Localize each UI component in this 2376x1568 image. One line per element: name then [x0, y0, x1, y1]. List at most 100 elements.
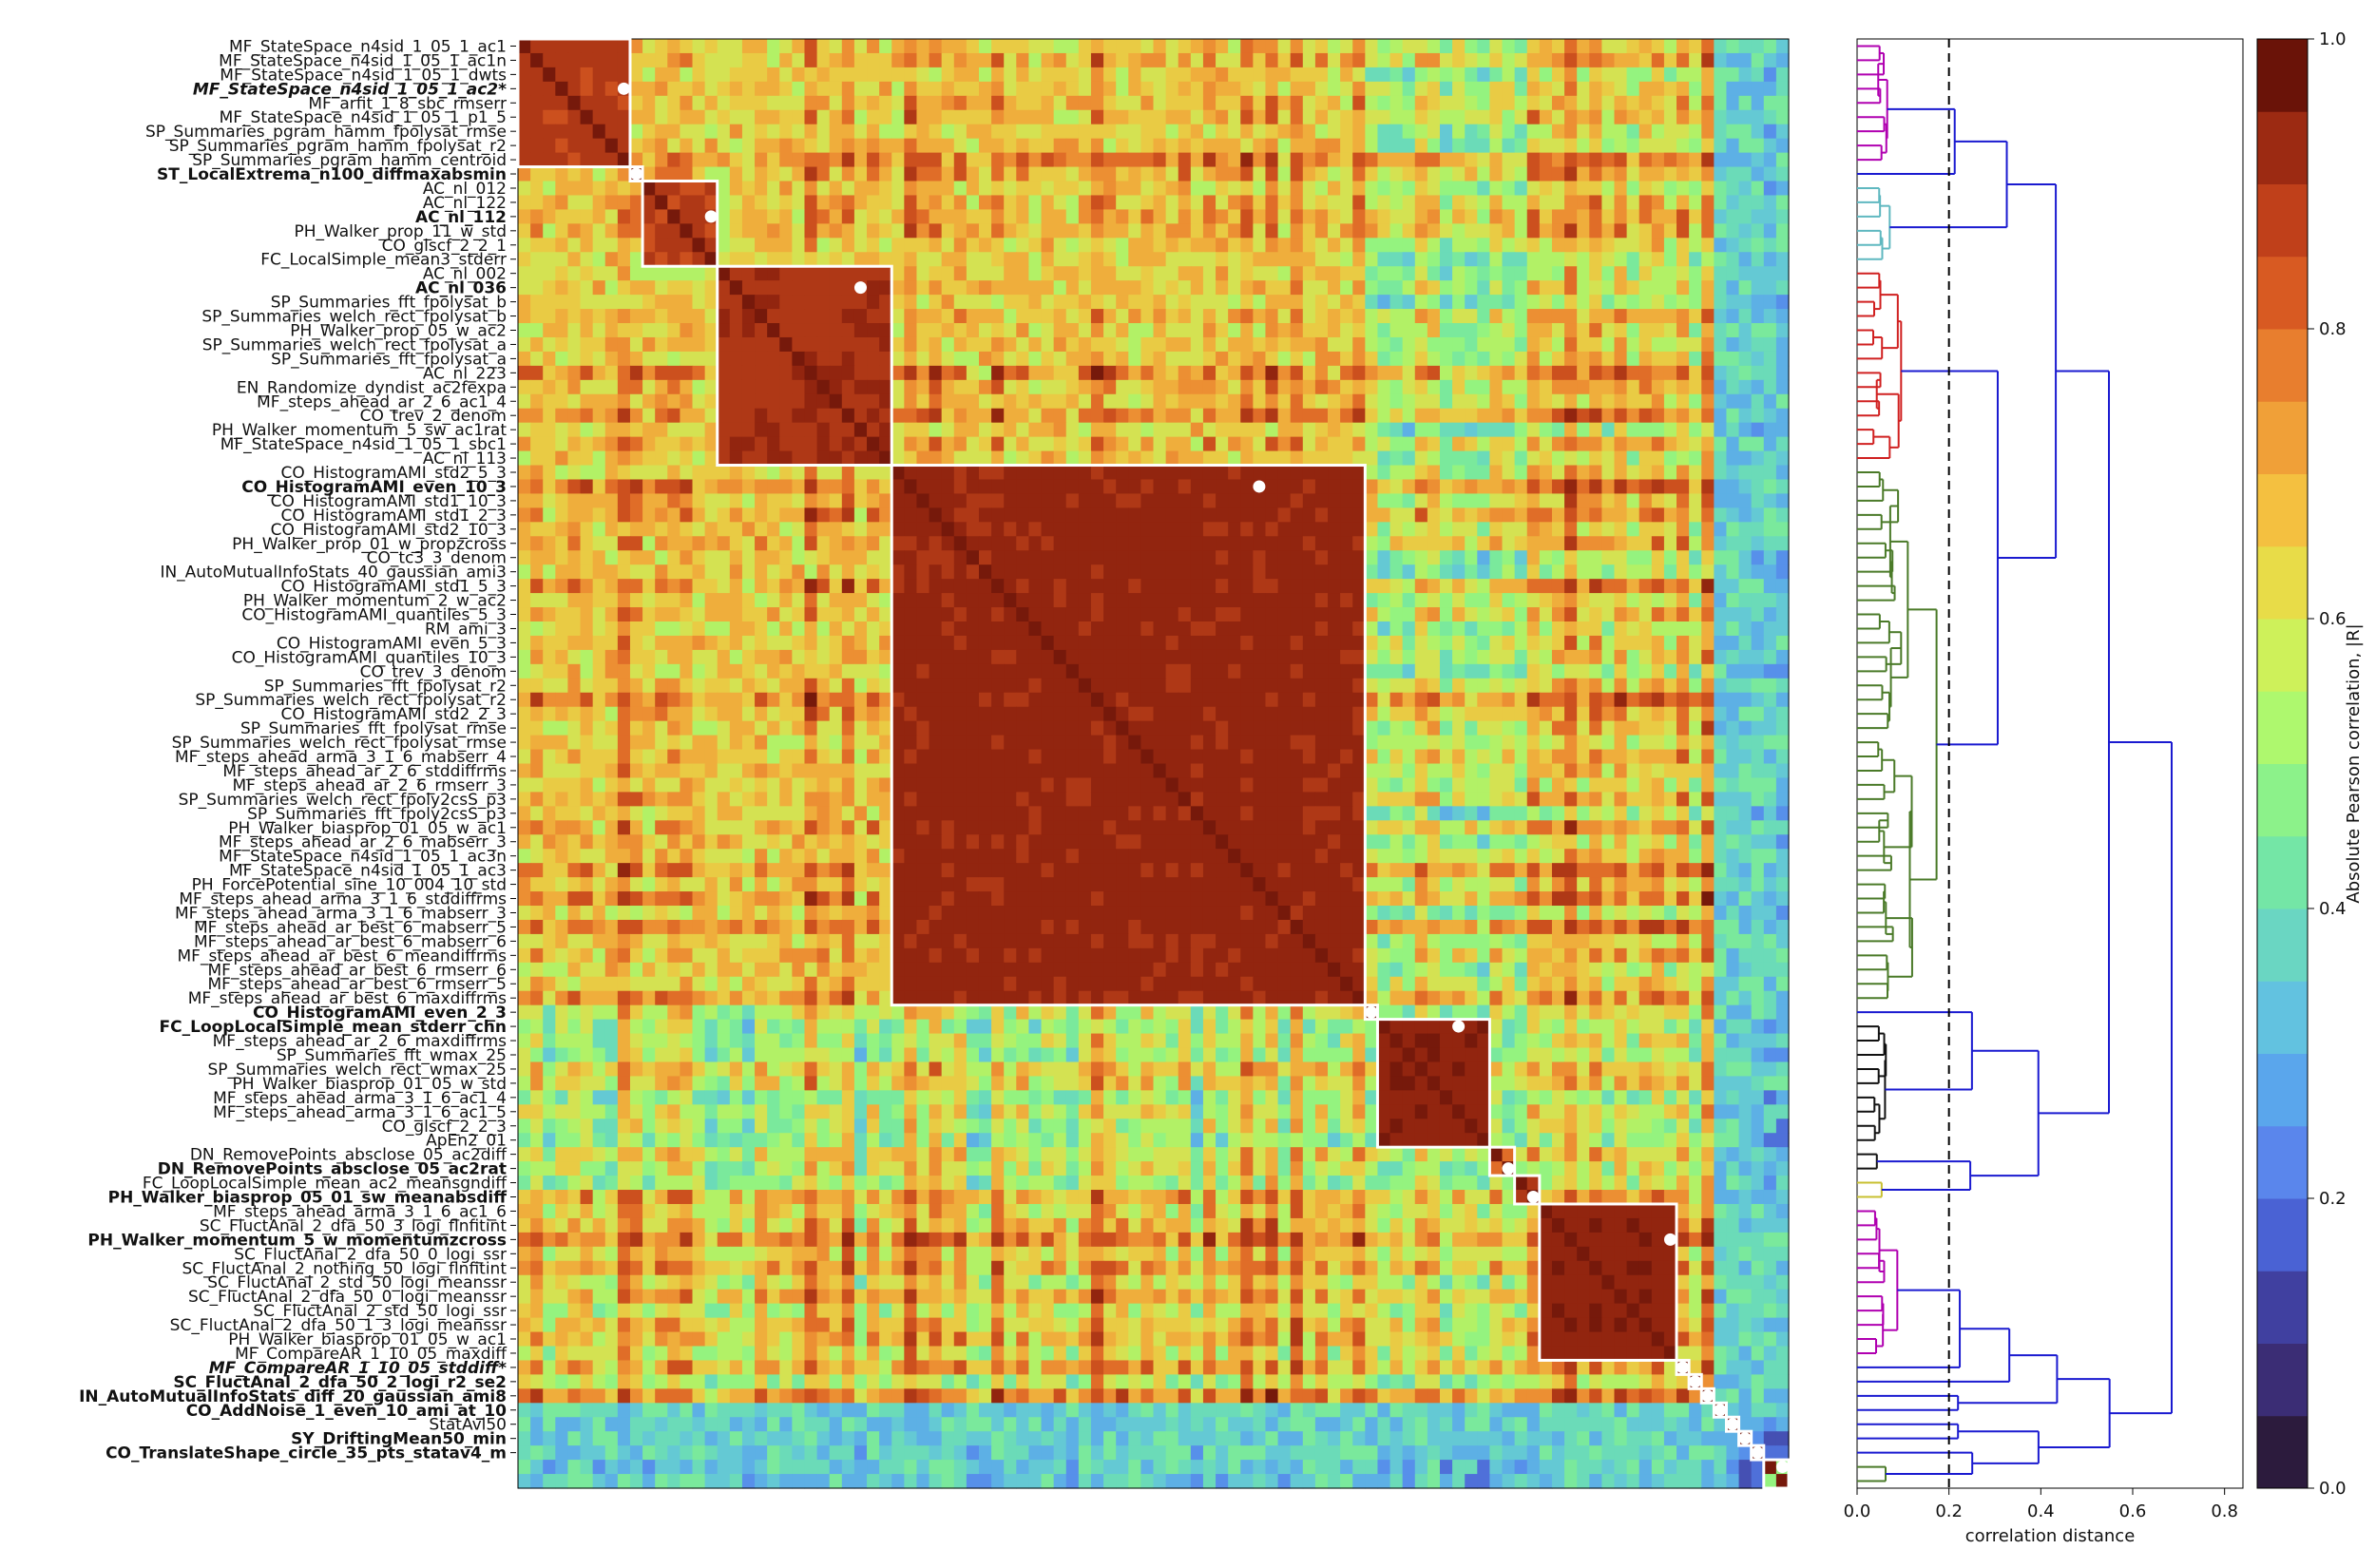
- heatmap-cell: [1165, 436, 1179, 452]
- heatmap-cell: [1465, 351, 1478, 367]
- heatmap-cell: [966, 252, 980, 267]
- heatmap-cell: [1551, 67, 1565, 83]
- heatmap-cell: [1539, 692, 1553, 708]
- heatmap-cell: [792, 181, 806, 197]
- heatmap-cell: [567, 635, 582, 651]
- heatmap-cell: [1328, 408, 1341, 424]
- heatmap-cell: [978, 124, 992, 140]
- heatmap-cell: [1041, 564, 1055, 580]
- heatmap-cell: [1190, 81, 1204, 97]
- heatmap-cell: [916, 365, 930, 381]
- heatmap-cell: [1153, 52, 1167, 68]
- heatmap-cell: [704, 678, 719, 694]
- heatmap-cell: [1178, 493, 1192, 508]
- heatmap-cell: [1340, 52, 1353, 68]
- heatmap-cell: [1775, 550, 1790, 565]
- heatmap-cell: [841, 564, 855, 580]
- heatmap-cell: [1178, 181, 1192, 197]
- heatmap-cell: [1775, 166, 1790, 182]
- heatmap-cell: [1651, 607, 1665, 622]
- heatmap-cell: [617, 252, 631, 267]
- heatmap-cell: [853, 564, 868, 580]
- heatmap-cell: [816, 507, 831, 523]
- heatmap-cell: [1253, 436, 1267, 452]
- heatmap-cell: [816, 351, 831, 367]
- heatmap-cell: [1265, 351, 1279, 367]
- heatmap-cell: [1302, 422, 1316, 438]
- heatmap-cell: [741, 181, 756, 197]
- heatmap-cell: [904, 39, 918, 54]
- heatmap-cell: [1340, 408, 1353, 424]
- heatmap-cell: [692, 195, 706, 211]
- heatmap-cell: [1775, 280, 1790, 296]
- heatmap-cell: [829, 692, 843, 708]
- heatmap-cell: [792, 166, 806, 182]
- heatmap-cell: [1526, 351, 1541, 367]
- heatmap-cell: [704, 309, 719, 324]
- heatmap-cell: [1514, 536, 1528, 551]
- heatmap-cell: [792, 52, 806, 68]
- heatmap-cell: [767, 379, 780, 395]
- heatmap-cell: [1103, 678, 1117, 694]
- heatmap-cell: [1638, 52, 1653, 68]
- heatmap-cell: [1539, 607, 1553, 622]
- heatmap-cell: [1427, 436, 1441, 452]
- heatmap-cell: [1551, 692, 1565, 708]
- heatmap-cell: [543, 649, 556, 665]
- heatmap-cell: [1689, 579, 1702, 594]
- heatmap-cell: [1738, 266, 1753, 281]
- heatmap-cell: [1240, 238, 1254, 253]
- heatmap-cell: [692, 379, 706, 395]
- heatmap-cell: [1663, 181, 1677, 197]
- heatmap-cell: [1277, 607, 1292, 622]
- heatmap-cell: [1775, 195, 1790, 211]
- heatmap-cell: [1004, 152, 1017, 168]
- heatmap-cell: [680, 436, 694, 452]
- heatmap-cell: [1714, 564, 1728, 580]
- heatmap-cell: [604, 365, 619, 381]
- heatmap-cell: [1128, 607, 1141, 622]
- heatmap-cell: [1701, 678, 1715, 694]
- heatmap-cell: [1465, 181, 1478, 197]
- heatmap-cell: [1116, 195, 1129, 211]
- heatmap-cell: [667, 678, 680, 694]
- heatmap-cell: [1389, 266, 1404, 281]
- heatmap-cell: [1763, 436, 1777, 452]
- heatmap-cell: [1377, 393, 1391, 410]
- heatmap-cell: [1053, 166, 1067, 182]
- heatmap-cell: [978, 295, 992, 310]
- heatmap-cell: [642, 365, 656, 381]
- heatmap-cell: [741, 536, 756, 551]
- heatmap-cell: [1365, 280, 1379, 296]
- heatmap-cell: [1216, 238, 1229, 253]
- heatmap-cell: [1577, 507, 1590, 523]
- heatmap-cell: [1714, 408, 1728, 424]
- heatmap-cell: [1328, 393, 1341, 410]
- heatmap-cell: [891, 336, 905, 353]
- heatmap-cell: [555, 450, 569, 467]
- heatmap-cell: [1439, 507, 1453, 523]
- heatmap-cell: [1614, 195, 1628, 211]
- heatmap-cell: [966, 351, 980, 367]
- heatmap-cell: [604, 152, 619, 168]
- heatmap-cell: [667, 109, 680, 125]
- heatmap-cell: [1090, 479, 1104, 495]
- heatmap-cell: [1539, 323, 1553, 338]
- heatmap-cell: [1065, 223, 1080, 239]
- row-label: MF_steps_ahead_ar_best_6_mabserr_6: [194, 932, 507, 951]
- heatmap-cell: [1564, 493, 1578, 508]
- heatmap-cell: [1663, 579, 1677, 594]
- heatmap-cell: [853, 351, 868, 367]
- heatmap-cell: [655, 450, 668, 467]
- heatmap-cell: [1352, 67, 1366, 83]
- heatmap-cell: [1439, 564, 1453, 580]
- heatmap-cell: [1564, 593, 1578, 608]
- heatmap-cell: [1564, 393, 1578, 410]
- heatmap-cell: [704, 266, 719, 281]
- heatmap-cell: [543, 593, 556, 608]
- heatmap-cell: [530, 479, 544, 495]
- heatmap-cell: [617, 408, 631, 424]
- heatmap-cell: [767, 479, 780, 495]
- heatmap-cell: [1465, 550, 1478, 565]
- heatmap-cell: [1651, 507, 1665, 523]
